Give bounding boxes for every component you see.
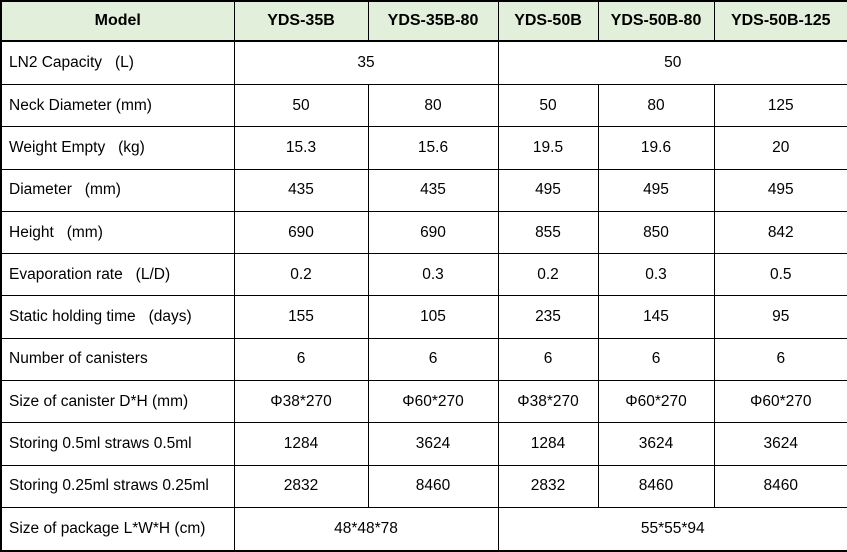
table-row: Size of package L*W*H (cm) 48*48*78 55*5… xyxy=(0,507,847,552)
table-cell: 6 xyxy=(713,337,847,382)
table-cell: 6 xyxy=(367,337,499,382)
table-cell: 15.3 xyxy=(233,126,369,170)
table-cell: 80 xyxy=(367,83,499,128)
header-row: Model YDS-35B YDS-35B-80 YDS-50B YDS-50B… xyxy=(0,0,847,42)
table-cell: 855 xyxy=(497,210,599,255)
table-cell: 3624 xyxy=(597,422,715,466)
column-header: YDS-50B xyxy=(497,0,599,42)
table-cell: 2832 xyxy=(233,464,369,509)
table-cell: 0.2 xyxy=(497,253,599,297)
table-cell: 3624 xyxy=(713,422,847,466)
table-cell: 105 xyxy=(367,295,499,339)
table-row: Storing 0.25ml straws 0.25ml 2832 8460 2… xyxy=(0,464,847,509)
table-cell: 3624 xyxy=(367,422,499,466)
table-cell: 8460 xyxy=(367,464,499,509)
column-header: YDS-35B xyxy=(233,0,369,42)
table-row: LN2 Capacity (L) 35 50 xyxy=(0,40,847,85)
table-cell: 6 xyxy=(497,337,599,382)
table-row: Neck Diameter (mm) 50 80 50 80 125 xyxy=(0,83,847,128)
table-cell: 19.6 xyxy=(597,126,715,170)
table-cell: 435 xyxy=(367,168,499,212)
row-label: Diameter (mm) xyxy=(0,168,235,212)
table-cell: 0.2 xyxy=(233,253,369,297)
table-cell: 850 xyxy=(597,210,715,255)
table-row: Static holding time (days) 155 105 235 1… xyxy=(0,295,847,339)
table-cell: 6 xyxy=(597,337,715,382)
table-cell: 0.3 xyxy=(597,253,715,297)
table-cell: 8460 xyxy=(713,464,847,509)
column-header: YDS-35B-80 xyxy=(367,0,499,42)
table-cell: 50 xyxy=(497,40,847,85)
table-cell: 690 xyxy=(367,210,499,255)
table-cell: 145 xyxy=(597,295,715,339)
table-cell: 0.3 xyxy=(367,253,499,297)
row-label: Neck Diameter (mm) xyxy=(0,83,235,128)
header-model: Model xyxy=(0,0,235,42)
row-label: Static holding time (days) xyxy=(0,295,235,339)
table-row: Diameter (mm) 435 435 495 495 495 xyxy=(0,168,847,212)
table-row: Evaporation rate (L/D) 0.2 0.3 0.2 0.3 0… xyxy=(0,253,847,297)
table-cell: 35 xyxy=(233,40,499,85)
table-row: Storing 0.5ml straws 0.5ml 1284 3624 128… xyxy=(0,422,847,466)
table-row: Size of canister D*H (mm) Φ38*270 Φ60*27… xyxy=(0,380,847,424)
table-cell: Φ60*270 xyxy=(367,380,499,424)
row-label: Evaporation rate (L/D) xyxy=(0,253,235,297)
table-cell: 48*48*78 xyxy=(233,507,499,552)
table-cell: 6 xyxy=(233,337,369,382)
row-label: Number of canisters xyxy=(0,337,235,382)
table-cell: Φ60*270 xyxy=(713,380,847,424)
table-cell: 842 xyxy=(713,210,847,255)
table-cell: 435 xyxy=(233,168,369,212)
table-cell: 19.5 xyxy=(497,126,599,170)
table-cell: 690 xyxy=(233,210,369,255)
table-cell: 2832 xyxy=(497,464,599,509)
table-cell: 495 xyxy=(713,168,847,212)
table-cell: 125 xyxy=(713,83,847,128)
table-cell: Φ60*270 xyxy=(597,380,715,424)
table-cell: 55*55*94 xyxy=(497,507,847,552)
table-row: Number of canisters 6 6 6 6 6 xyxy=(0,337,847,382)
row-label: Weight Empty (kg) xyxy=(0,126,235,170)
row-label: Size of canister D*H (mm) xyxy=(0,380,235,424)
column-header: YDS-50B-80 xyxy=(597,0,715,42)
table-cell: 95 xyxy=(713,295,847,339)
table-cell: 155 xyxy=(233,295,369,339)
table-row: Height (mm) 690 690 855 850 842 xyxy=(0,210,847,255)
table-cell: 50 xyxy=(233,83,369,128)
table-cell: 20 xyxy=(713,126,847,170)
column-header: YDS-50B-125 xyxy=(713,0,847,42)
table-cell: 15.6 xyxy=(367,126,499,170)
table-cell: 1284 xyxy=(497,422,599,466)
table-cell: Φ38*270 xyxy=(233,380,369,424)
table-cell: 495 xyxy=(597,168,715,212)
row-label: LN2 Capacity (L) xyxy=(0,40,235,85)
row-label: Height (mm) xyxy=(0,210,235,255)
table-cell: 495 xyxy=(497,168,599,212)
row-label: Storing 0.25ml straws 0.25ml xyxy=(0,464,235,509)
table-cell: 235 xyxy=(497,295,599,339)
row-label: Size of package L*W*H (cm) xyxy=(0,507,235,552)
table-cell: 8460 xyxy=(597,464,715,509)
table-cell: 50 xyxy=(497,83,599,128)
table-cell: Φ38*270 xyxy=(497,380,599,424)
table-cell: 80 xyxy=(597,83,715,128)
table-row: Weight Empty (kg) 15.3 15.6 19.5 19.6 20 xyxy=(0,126,847,170)
table-cell: 0.5 xyxy=(713,253,847,297)
table-cell: 1284 xyxy=(233,422,369,466)
row-label: Storing 0.5ml straws 0.5ml xyxy=(0,422,235,466)
